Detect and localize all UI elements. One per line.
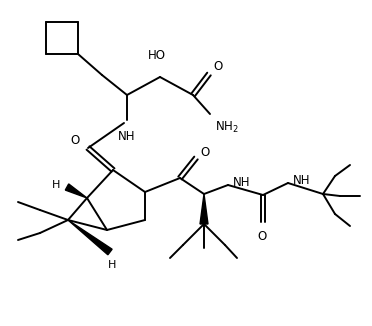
Text: H: H — [108, 260, 116, 270]
Text: H: H — [52, 180, 60, 190]
Text: O: O — [200, 146, 209, 159]
Text: O: O — [71, 134, 80, 146]
Text: HO: HO — [148, 49, 166, 62]
Text: NH$_2$: NH$_2$ — [215, 120, 239, 135]
Text: NH: NH — [293, 174, 311, 187]
Text: O: O — [213, 61, 222, 73]
Text: O: O — [257, 230, 267, 243]
Text: NH: NH — [118, 130, 136, 143]
Text: NH: NH — [233, 176, 250, 189]
Polygon shape — [200, 194, 208, 224]
Polygon shape — [65, 184, 87, 198]
Polygon shape — [68, 220, 112, 255]
